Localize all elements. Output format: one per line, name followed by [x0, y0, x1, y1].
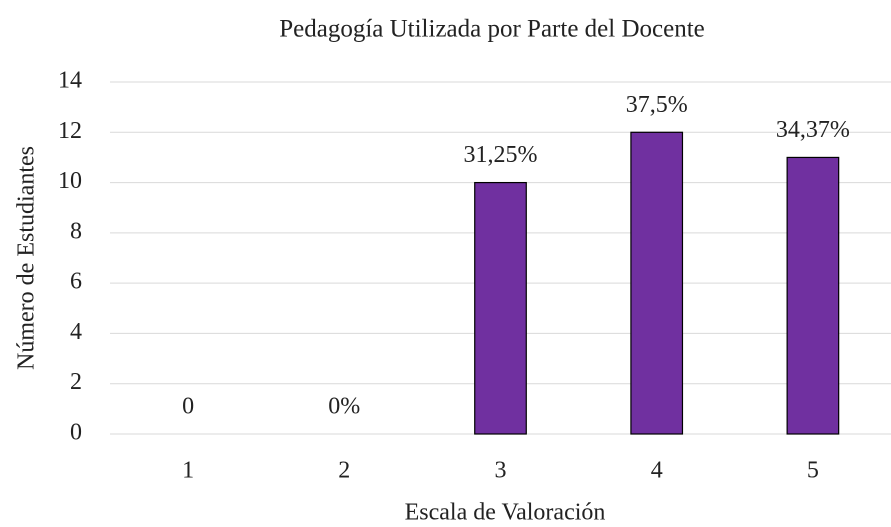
y-axis-title: Número de Estudiantes	[14, 146, 40, 370]
bar	[474, 181, 527, 435]
x-tick-label: 5	[807, 458, 819, 484]
x-axis-title: Escala de Valoración	[405, 500, 606, 526]
y-tick-label: 14	[58, 68, 82, 94]
bar	[786, 156, 840, 435]
data-label: 34,37%	[776, 117, 850, 143]
y-tick-label: 6	[70, 269, 82, 295]
y-tick-label: 4	[70, 319, 82, 345]
x-tick-label: 4	[651, 458, 663, 484]
x-tick-label: 1	[182, 458, 194, 484]
x-tick-label: 3	[495, 458, 507, 484]
bar	[630, 131, 684, 435]
y-tick-label: 0	[70, 420, 82, 446]
y-tick-label: 10	[58, 168, 82, 194]
data-label: 0%	[328, 394, 360, 420]
y-tick-label: 8	[70, 218, 82, 244]
y-tick-label: 2	[70, 369, 82, 395]
data-label: 37,5%	[626, 92, 688, 118]
data-label: 0	[182, 394, 194, 420]
x-tick-label: 2	[338, 458, 350, 484]
data-label: 31,25%	[464, 142, 538, 168]
y-tick-label: 12	[58, 118, 82, 144]
chart-title: Pedagogía Utilizada por Parte del Docent…	[279, 16, 705, 43]
